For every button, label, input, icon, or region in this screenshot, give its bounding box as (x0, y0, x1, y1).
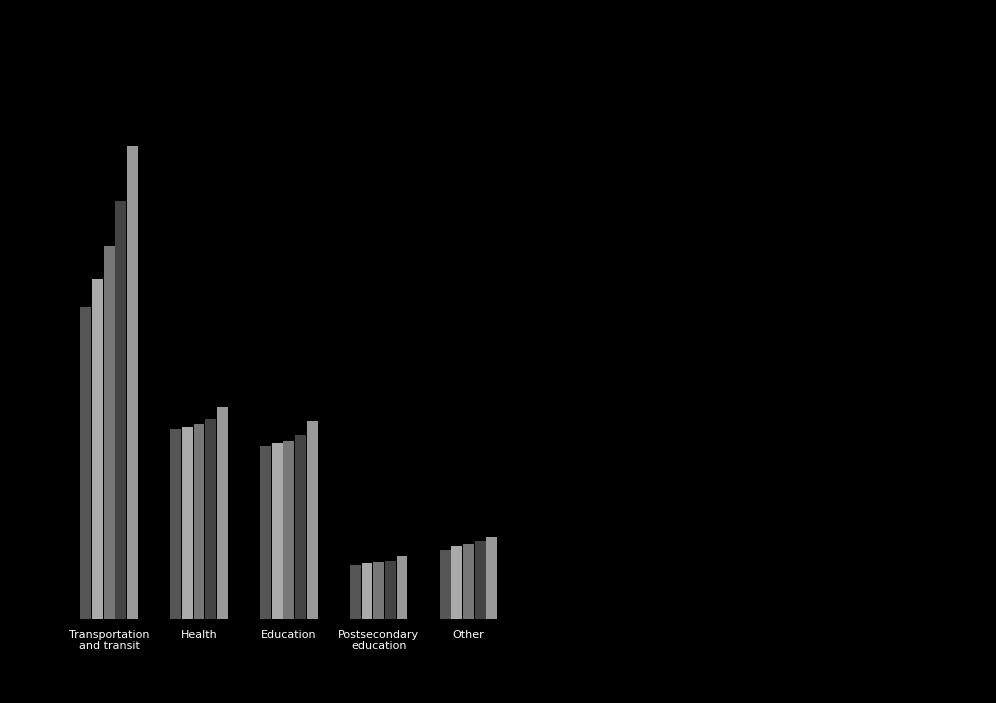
Bar (451, 546, 462, 619)
Bar (104, 246, 115, 619)
Bar (205, 420, 216, 619)
Bar (217, 407, 228, 619)
Bar (463, 544, 474, 619)
Bar (440, 550, 450, 619)
Bar (295, 435, 306, 619)
Bar (193, 424, 204, 619)
Bar (284, 441, 294, 619)
Bar (350, 565, 361, 619)
Bar (92, 279, 103, 619)
Bar (362, 563, 373, 619)
Bar (475, 541, 486, 619)
Bar (182, 427, 192, 619)
Bar (116, 201, 126, 619)
Bar (272, 443, 283, 619)
Bar (396, 556, 407, 619)
Bar (127, 146, 137, 619)
Bar (170, 430, 181, 619)
Bar (260, 446, 271, 619)
Bar (385, 561, 395, 619)
Bar (307, 420, 318, 619)
Bar (486, 537, 497, 619)
Bar (81, 307, 92, 619)
Bar (374, 562, 384, 619)
